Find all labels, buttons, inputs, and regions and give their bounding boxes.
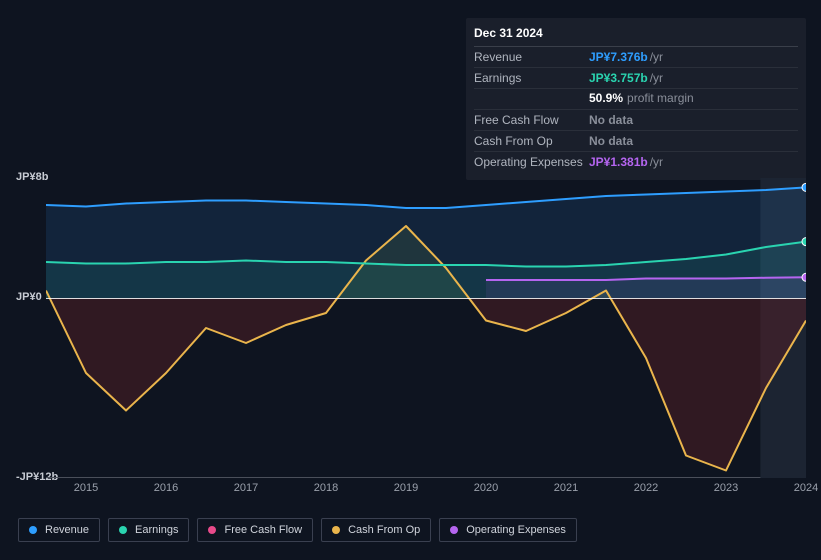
- tooltip-profit-margin: 50.9%profit margin: [474, 89, 798, 110]
- chart-svg: [46, 178, 806, 478]
- legend-label: Cash From Op: [348, 524, 420, 536]
- x-tick-label: 2015: [74, 482, 98, 494]
- legend-swatch-icon: [29, 526, 37, 534]
- financials-chart[interactable]: JP¥8b JP¥0 -JP¥12b 2015 2016 2017 2018 2019 202…: [16, 160, 806, 500]
- tooltip-row-label: Earnings: [474, 71, 589, 85]
- x-tick-label: 2017: [234, 482, 258, 494]
- tooltip-row: RevenueJP¥7.376b/yr: [474, 47, 798, 68]
- legend-item-free_cash_flow[interactable]: Free Cash Flow: [197, 518, 313, 542]
- tooltip-row: EarningsJP¥3.757b/yr: [474, 68, 798, 89]
- x-tick-label: 2020: [474, 482, 498, 494]
- data-tooltip: Dec 31 2024 RevenueJP¥7.376b/yrEarningsJ…: [466, 18, 806, 180]
- legend-swatch-icon: [450, 526, 458, 534]
- y-tick-label: JP¥8b: [16, 171, 26, 183]
- x-tick-label: 2021: [554, 482, 578, 494]
- y-tick-label: JP¥0: [16, 291, 26, 303]
- tooltip-row-value: JP¥3.757b/yr: [589, 71, 798, 85]
- legend-item-cash_from_op[interactable]: Cash From Op: [321, 518, 431, 542]
- y-tick-label: -JP¥12b: [16, 471, 26, 483]
- legend-swatch-icon: [119, 526, 127, 534]
- x-tick-label: 2018: [314, 482, 338, 494]
- legend-item-opex[interactable]: Operating Expenses: [439, 518, 577, 542]
- legend-label: Earnings: [135, 524, 178, 536]
- legend-label: Operating Expenses: [466, 524, 566, 536]
- tooltip-row: Free Cash FlowNo data: [474, 110, 798, 131]
- x-tick-label: 2019: [394, 482, 418, 494]
- zero-gridline: [46, 298, 806, 299]
- x-tick-label: 2016: [154, 482, 178, 494]
- tooltip-date: Dec 31 2024: [474, 24, 798, 47]
- tooltip-row-value: No data: [589, 134, 798, 148]
- x-tick-label: 2023: [714, 482, 738, 494]
- x-axis: 2015201620172018201920202021202220232024: [46, 482, 806, 502]
- legend-item-revenue[interactable]: Revenue: [18, 518, 100, 542]
- x-tick-label: 2022: [634, 482, 658, 494]
- legend-swatch-icon: [332, 526, 340, 534]
- tooltip-row: Cash From OpNo data: [474, 131, 798, 152]
- tooltip-row-label: Revenue: [474, 50, 589, 64]
- legend-label: Free Cash Flow: [224, 524, 302, 536]
- legend-item-earnings[interactable]: Earnings: [108, 518, 189, 542]
- plot-area[interactable]: [46, 178, 806, 478]
- tooltip-row-label: Cash From Op: [474, 134, 589, 148]
- tooltip-row-value: No data: [589, 113, 798, 127]
- tooltip-row-label: Free Cash Flow: [474, 113, 589, 127]
- tooltip-row-value: JP¥7.376b/yr: [589, 50, 798, 64]
- legend-swatch-icon: [208, 526, 216, 534]
- chart-legend: Revenue Earnings Free Cash Flow Cash From O…: [18, 518, 577, 542]
- x-tick-label: 2024: [794, 482, 818, 494]
- legend-label: Revenue: [45, 524, 89, 536]
